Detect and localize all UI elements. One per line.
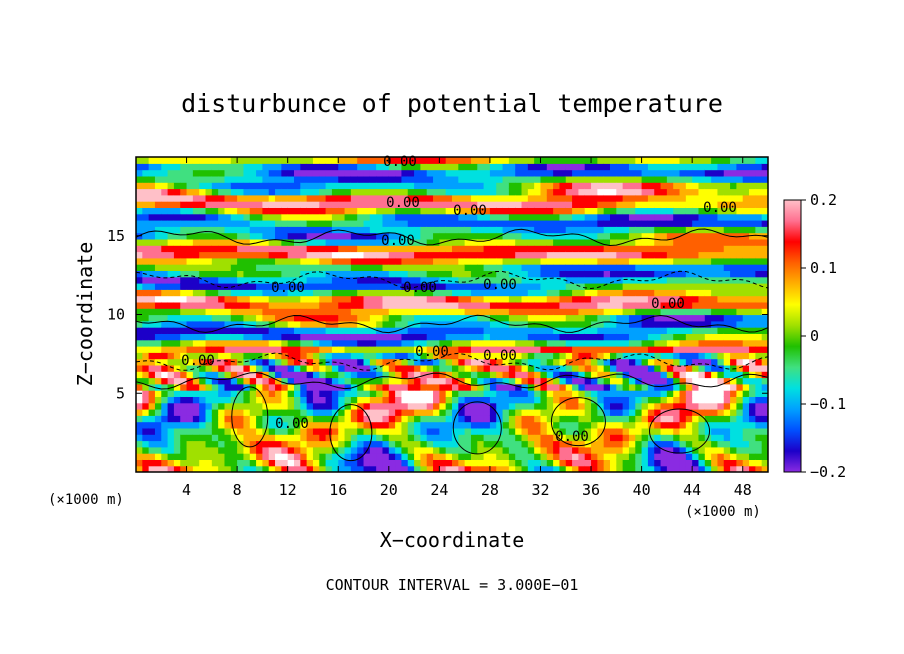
contour-value-label: 0.00 [651,296,685,312]
chart-title: disturbunce of potential temperature [181,89,723,118]
temperature-field [136,157,768,472]
x-tick-label: 16 [329,481,347,499]
contour-value-label: 0.00 [381,233,415,249]
x-tick-label: 8 [233,481,242,499]
contour-line [136,228,768,247]
contour-labels: 0.00 0.00 0.00 0.00 0.00 0.00 0.00 0.00 0.00 0.00… [181,154,737,445]
contour-value-label: 0.00 [415,344,449,360]
y-tick-label: 10 [107,306,125,324]
contour-line [329,404,373,462]
x-tick-label: 32 [531,481,549,499]
x-tick-label: 4 [182,481,191,499]
colorbar-tick-label: −0.1 [810,395,846,413]
x-tick-label: 28 [481,481,499,499]
contour-value-label: 0.00 [483,277,517,293]
x-tick-label: 20 [380,481,398,499]
x-unit-left: (×1000 m) [48,492,124,508]
contour-line [550,397,606,447]
colorbar-tick-label: 0.2 [810,191,837,209]
x-tick-label: 40 [633,481,651,499]
colorbar-gradient [784,200,801,472]
colorbar: 0.2 0.1 0 −0.1 −0.2 [783,191,846,481]
contour-line [452,401,502,455]
x-tick-label: 12 [279,481,297,499]
x-tick-label: 48 [734,481,752,499]
contour-line [649,408,711,454]
y-tick-label: 15 [107,227,125,245]
contour-interval-note: CONTOUR INTERVAL = 3.000E−01 [326,576,579,594]
x-tick-label: 24 [430,481,448,499]
contour-value-label: 0.00 [275,416,309,432]
colorbar-tick-label: −0.2 [810,463,846,481]
contour-value-label: 0.00 [403,280,437,296]
contour-value-label: 0.00 [383,154,417,170]
x-tick-label: 44 [683,481,701,499]
colorbar-tick-label: 0.1 [810,259,837,277]
contour-value-label: 0.00 [181,353,215,369]
y-axis-label: Z−coordinate [73,242,97,387]
contour-value-label: 0.00 [386,195,420,211]
plot-area [136,157,768,472]
contour-value-label: 0.00 [453,203,487,219]
contour-value-label: 0.00 [483,348,517,364]
colorbar-tick-label: 0 [810,327,819,345]
contour-value-label: 0.00 [555,429,589,445]
contour-line [231,386,269,448]
x-axis-label: X−coordinate [380,528,525,552]
colorbar-ticks: 0.2 0.1 0 −0.1 −0.2 [801,191,846,481]
contour-line [136,352,768,371]
contour-line [136,270,768,290]
contour-lines [136,228,768,462]
contour-line [136,371,768,390]
x-unit-right: (×1000 m) [685,504,761,520]
contour-value-label: 0.00 [271,280,305,296]
y-tick-label: 5 [116,384,125,402]
contour-value-label: 0.00 [703,200,737,216]
x-tick-label: 36 [582,481,600,499]
contour-line [136,314,768,334]
